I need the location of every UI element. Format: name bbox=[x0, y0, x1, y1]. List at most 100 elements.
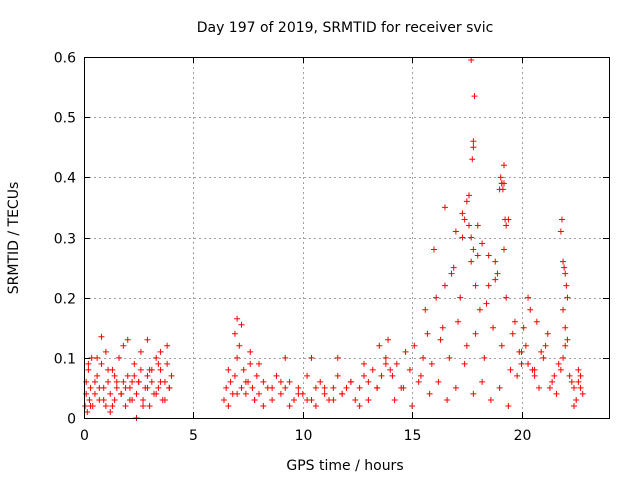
data-point bbox=[234, 390, 241, 397]
data-point bbox=[435, 378, 442, 385]
data-point bbox=[146, 402, 153, 409]
data-point bbox=[295, 384, 302, 391]
data-point bbox=[352, 396, 359, 403]
data-point bbox=[378, 372, 385, 379]
data-point bbox=[564, 294, 571, 301]
data-point bbox=[468, 234, 475, 241]
data-point bbox=[424, 330, 431, 337]
data-point bbox=[242, 378, 249, 385]
data-point bbox=[330, 396, 337, 403]
data-point bbox=[415, 378, 422, 385]
data-point bbox=[441, 282, 448, 289]
data-point bbox=[470, 144, 477, 151]
data-point bbox=[131, 360, 138, 367]
data-point bbox=[295, 390, 302, 397]
data-point bbox=[157, 366, 164, 373]
data-point bbox=[321, 390, 328, 397]
axis-ticks: 0 0.1 0.2 0.3 0.4 0.5 0.6 0 5 10 15 20 bbox=[54, 51, 609, 444]
data-point bbox=[282, 354, 289, 361]
data-point bbox=[527, 306, 534, 313]
x-tick-label: 10 bbox=[295, 428, 313, 444]
data-point bbox=[111, 396, 118, 403]
data-point bbox=[120, 342, 127, 349]
data-point bbox=[369, 366, 376, 373]
data-point bbox=[490, 324, 497, 331]
data-point bbox=[312, 402, 319, 409]
data-point bbox=[374, 384, 381, 391]
data-point bbox=[131, 372, 138, 379]
data-point bbox=[564, 336, 571, 343]
data-point bbox=[433, 294, 440, 301]
y-tick-label: 0.4 bbox=[54, 171, 76, 187]
data-point bbox=[334, 354, 341, 361]
data-point bbox=[479, 240, 486, 247]
data-point bbox=[343, 384, 350, 391]
data-point bbox=[450, 264, 457, 271]
data-point bbox=[441, 204, 448, 211]
data-point bbox=[476, 306, 483, 313]
data-point bbox=[560, 306, 567, 313]
data-point bbox=[135, 378, 142, 385]
data-point bbox=[393, 360, 400, 367]
data-point bbox=[231, 330, 238, 337]
data-point bbox=[505, 402, 512, 409]
data-point bbox=[321, 384, 328, 391]
data-point bbox=[557, 366, 564, 373]
data-point bbox=[376, 342, 383, 349]
data-point bbox=[518, 348, 525, 355]
data-point bbox=[536, 384, 542, 391]
y-tick-label: 0 bbox=[67, 412, 76, 428]
data-point bbox=[111, 372, 118, 379]
data-point bbox=[409, 402, 416, 409]
data-point bbox=[133, 390, 140, 397]
data-point bbox=[238, 321, 245, 328]
data-point bbox=[503, 294, 510, 301]
data-point bbox=[225, 366, 232, 373]
y-tick-label: 0.2 bbox=[54, 292, 76, 308]
data-point bbox=[330, 384, 337, 391]
y-tick-label: 0.1 bbox=[54, 352, 76, 368]
data-point bbox=[227, 378, 234, 385]
data-point bbox=[273, 372, 280, 379]
data-point bbox=[100, 396, 107, 403]
data-point bbox=[542, 342, 549, 349]
data-point bbox=[382, 360, 389, 367]
data-point bbox=[251, 396, 258, 403]
data-point bbox=[304, 396, 311, 403]
data-point bbox=[105, 366, 112, 373]
data-points bbox=[82, 57, 586, 421]
data-point bbox=[549, 378, 556, 385]
data-point bbox=[470, 390, 477, 397]
data-point bbox=[166, 384, 173, 391]
data-point bbox=[455, 318, 462, 325]
data-point bbox=[463, 342, 470, 349]
data-point bbox=[269, 384, 276, 391]
data-point bbox=[361, 372, 367, 379]
data-point bbox=[317, 378, 324, 385]
data-point bbox=[387, 366, 394, 373]
data-point bbox=[304, 372, 311, 379]
data-point bbox=[420, 354, 427, 361]
data-point bbox=[144, 372, 151, 379]
data-point bbox=[540, 354, 547, 361]
data-point bbox=[511, 318, 518, 325]
data-point bbox=[531, 372, 538, 379]
data-point bbox=[501, 162, 507, 169]
data-point bbox=[277, 378, 284, 385]
data-point bbox=[483, 300, 490, 307]
data-point bbox=[286, 402, 293, 409]
data-point bbox=[525, 294, 532, 301]
data-point bbox=[474, 222, 481, 229]
data-point bbox=[146, 366, 153, 373]
data-point bbox=[157, 348, 164, 355]
data-point bbox=[417, 372, 424, 379]
y-axis-title: SRMTID / TECUs bbox=[6, 182, 22, 295]
data-point bbox=[140, 402, 147, 409]
data-point bbox=[312, 384, 319, 391]
data-point bbox=[291, 396, 297, 403]
data-point bbox=[502, 216, 509, 223]
data-point bbox=[137, 348, 144, 355]
data-point bbox=[571, 402, 577, 409]
data-point bbox=[566, 372, 573, 379]
